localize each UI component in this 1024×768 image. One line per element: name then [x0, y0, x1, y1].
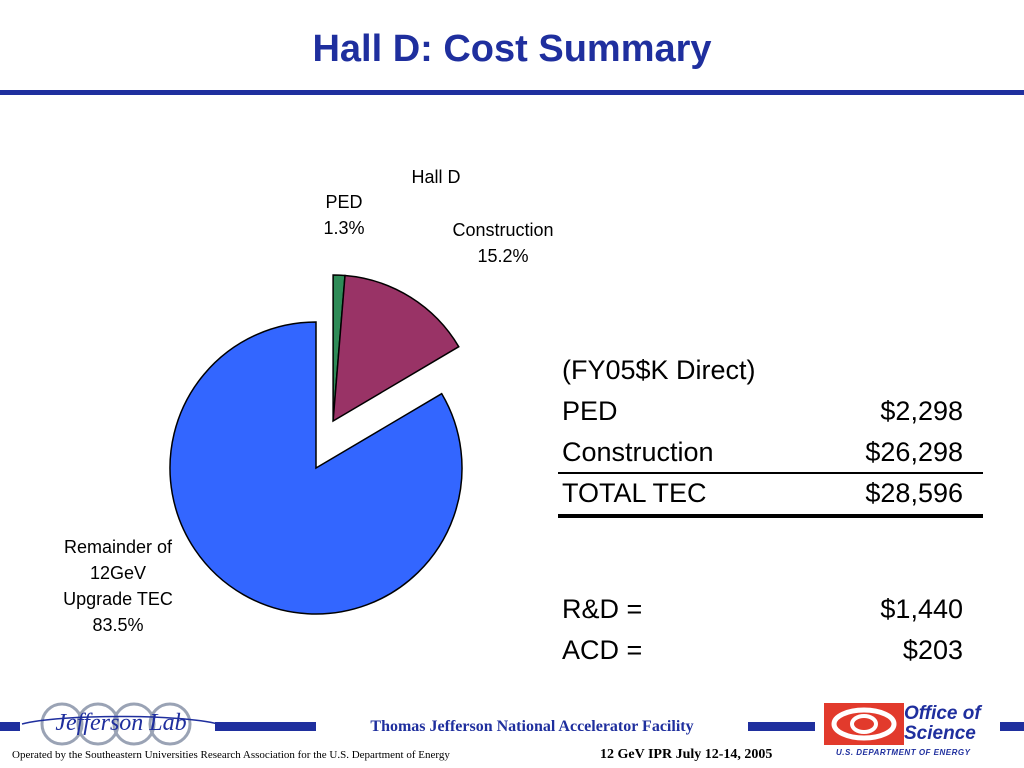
meeting-date: 12 GeV IPR July 12-14, 2005: [600, 747, 773, 762]
table-row-ped: PED $2,298: [558, 391, 983, 432]
slide-title: Hall D: Cost Summary: [312, 28, 712, 70]
title-divider: [0, 90, 1024, 95]
cost-table: (FY05$K Direct) PED $2,298 Construction …: [558, 350, 983, 671]
footer-bar-right: [1000, 722, 1024, 731]
row-label: PED: [562, 396, 618, 426]
facility-name: Thomas Jefferson National Accelerator Fa…: [316, 716, 748, 738]
table-row-acd: ACD = $203: [558, 630, 983, 671]
total-divider: [558, 472, 983, 474]
row-label: R&D =: [562, 594, 643, 624]
row-value: $28,596: [865, 478, 963, 508]
row-value: $1,440: [880, 594, 963, 624]
doe-label: U.S. DEPARTMENT OF ENERGY: [836, 748, 971, 757]
row-label: Construction: [562, 437, 714, 467]
office-of-science-logo-icon: [824, 703, 904, 745]
pie-slice-2: [169, 321, 463, 615]
table-row-construction: Construction $26,298: [558, 432, 983, 473]
office-of-label: Office of: [904, 703, 981, 724]
pie-label-0: PED 1.3%: [323, 192, 364, 238]
table-header: (FY05$K Direct): [562, 355, 756, 385]
table-row-rnd: R&D = $1,440: [558, 589, 983, 630]
row-value: $26,298: [865, 437, 963, 467]
row-label: TOTAL TEC: [562, 478, 707, 508]
pie-group-label: Hall D: [411, 167, 460, 187]
table-header-row: (FY05$K Direct): [558, 350, 983, 391]
pie-label-2: Remainder of 12GeV Upgrade TEC 83.5%: [63, 537, 173, 635]
row-value: $2,298: [880, 396, 963, 426]
pie-chart: PED 1.3% Construction 15.2% Remainder of 12Ge…: [63, 167, 553, 635]
table-bottom-rule: [558, 514, 983, 518]
row-label: ACD =: [562, 635, 643, 665]
operated-by-note: Operated by the Southeastern Universitie…: [12, 749, 450, 761]
jefferson-lab-wordmark: Jefferson Lab: [55, 710, 187, 736]
table-row-total: TOTAL TEC $28,596: [558, 473, 983, 514]
pie-slice-1: [332, 274, 460, 423]
jefferson-lab-logo: [21, 702, 219, 746]
footer-bar-left: [0, 722, 20, 731]
row-value: $203: [902, 635, 963, 665]
science-label: Science: [904, 723, 976, 744]
pie-label-1: Construction 15.2%: [452, 220, 553, 266]
